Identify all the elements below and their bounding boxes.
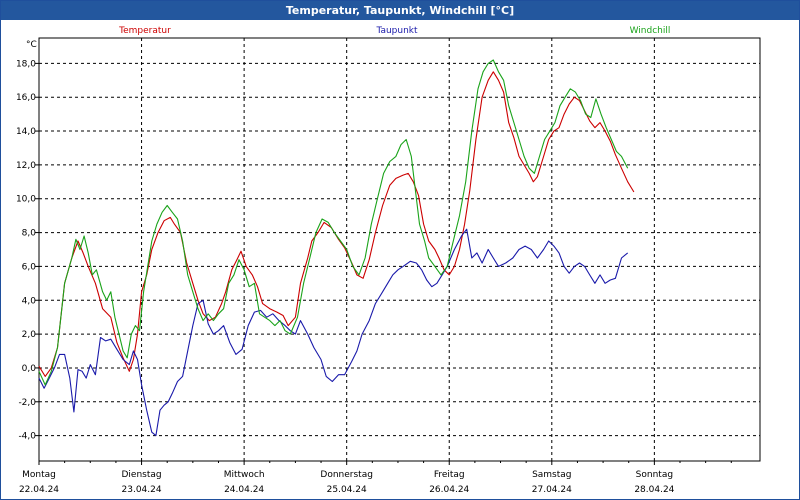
y-tick-label: 14,0 bbox=[16, 127, 36, 137]
y-tick-label: 4,0 bbox=[22, 296, 37, 306]
x-axis: Montag 22.04.24 Dienstag 23.04.24 Mittwoch 24… bbox=[19, 461, 732, 495]
legend-temperatur: Temperatur bbox=[118, 26, 171, 36]
y-tick-label: -4,0 bbox=[18, 432, 36, 442]
series-line-temperatur bbox=[38, 71, 635, 377]
x-tick-date: 27.04.24 bbox=[532, 485, 572, 495]
x-tick-date: 26.04.24 bbox=[429, 485, 469, 495]
y-tick-label: 0,0 bbox=[22, 364, 37, 374]
y-tick-label: -2,0 bbox=[18, 398, 36, 408]
x-tick-date: 23.04.24 bbox=[122, 485, 162, 495]
series-line-windchill bbox=[38, 59, 629, 386]
y-tick-label: 18,0 bbox=[16, 59, 36, 69]
x-tick-day: Freitag bbox=[434, 470, 465, 480]
grid-lines bbox=[39, 38, 760, 461]
legend-windchill: Windchill bbox=[630, 26, 671, 36]
y-axis: 18,0 16,0 14,0 12,0 10,0 8,0 6,0 4,0 2,0 0,0 -2,0 -… bbox=[16, 59, 39, 442]
plot-area bbox=[38, 37, 761, 462]
series-line-taupunkt bbox=[38, 228, 629, 437]
series-lines bbox=[38, 59, 635, 437]
legend: Temperatur Taupunkt Windchill bbox=[118, 26, 670, 36]
x-tick-day: Donnerstag bbox=[320, 470, 373, 480]
x-tick-date: 28.04.24 bbox=[634, 485, 674, 495]
window-title: Temperatur, Taupunkt, Windchill [°C] bbox=[1, 1, 799, 20]
x-tick-day: Mittwoch bbox=[224, 470, 265, 480]
x-tick-date: 25.04.24 bbox=[327, 485, 367, 495]
y-tick-label: 10,0 bbox=[16, 195, 36, 205]
legend-taupunkt: Taupunkt bbox=[375, 26, 418, 36]
x-tick-day: Dienstag bbox=[121, 470, 161, 480]
y-tick-label: 8,0 bbox=[22, 229, 37, 239]
x-tick-day: Montag bbox=[22, 470, 56, 480]
y-tick-label: 6,0 bbox=[22, 262, 37, 272]
x-tick-day: Samstag bbox=[532, 470, 571, 480]
y-tick-label: 12,0 bbox=[16, 161, 36, 171]
y-tick-label: 2,0 bbox=[22, 330, 37, 340]
y-tick-label: 16,0 bbox=[16, 93, 36, 103]
y-axis-label: °C bbox=[26, 40, 37, 50]
x-tick-date: 22.04.24 bbox=[19, 485, 59, 495]
x-tick-day: Sonntag bbox=[636, 470, 673, 480]
x-tick-date: 24.04.24 bbox=[224, 485, 264, 495]
